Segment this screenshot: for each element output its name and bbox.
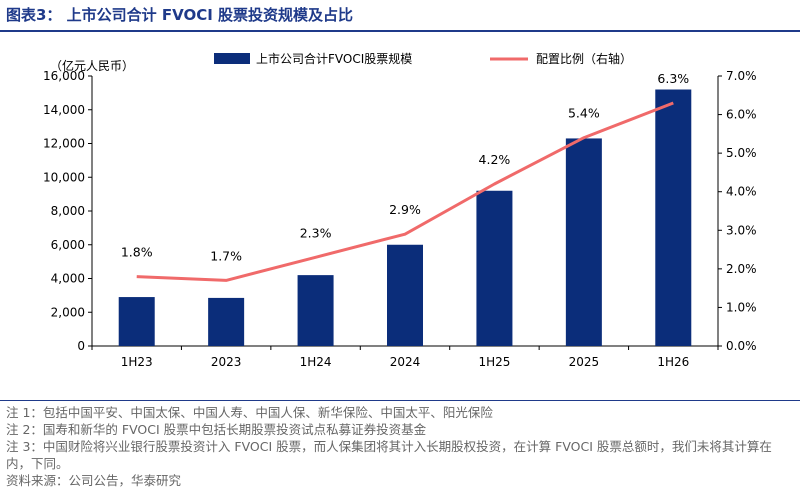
left-tick-label: 16,000: [43, 69, 85, 83]
bar: [297, 275, 334, 346]
note-3: 注 3：中国财险将兴业银行股票投资计入 FVOCI 股票，而人保集团将其计入长期…: [6, 439, 772, 471]
x-tick-label: 2024: [390, 355, 421, 369]
x-tick-label: 1H26: [657, 355, 689, 369]
ratio-data-label: 2.9%: [389, 202, 421, 217]
separator-line: [0, 400, 800, 401]
bar: [476, 190, 513, 346]
left-tick-label: 6,000: [51, 238, 85, 252]
left-axis-unit-label: （亿元人民币）: [50, 58, 134, 73]
note-2: 注 2：国寿和新华的 FVOCI 股票中包括长期股票投资试点私募证券投资基金: [6, 422, 427, 437]
right-tick-label: 5.0%: [726, 146, 757, 160]
combo-chart: 0 2,000 4,000 6,000 8,000 10,000 12,000 14,000 1…: [43, 51, 757, 369]
left-tick-label: 10,000: [43, 170, 85, 184]
bar: [565, 138, 602, 346]
left-tick-label: 8,000: [51, 204, 85, 218]
left-tick-label: 14,000: [43, 103, 85, 117]
left-tick-label: 4,000: [51, 272, 85, 286]
right-tick-label: 6.0%: [726, 108, 757, 122]
ratio-data-label: 2.3%: [300, 225, 332, 240]
left-tick-label: 2,000: [51, 305, 85, 319]
right-tick-label: 0.0%: [726, 339, 757, 353]
right-tick-label: 3.0%: [726, 223, 757, 237]
title-bar: 图表3： 上市公司合计 FVOCI 股票投资规模及占比: [0, 0, 800, 32]
note-1: 注 1：包括中国平安、中国太保、中国人寿、中国人保、新华保险、中国太平、阳光保险: [6, 405, 493, 420]
bar: [387, 244, 423, 346]
ratio-data-label: 1.8%: [121, 245, 153, 260]
legend-bar-label: 上市公司合计FVOCI股票规模: [256, 51, 412, 66]
x-tick-label: 1H24: [300, 355, 332, 369]
ratio-data-label: 6.3%: [657, 71, 689, 86]
legend-bar-swatch: [214, 53, 250, 64]
ratio-line: [136, 101, 674, 282]
ratio-data-label: 1.7%: [210, 248, 242, 263]
bar: [118, 297, 155, 346]
right-tick-label: 1.0%: [726, 300, 757, 314]
x-tick-label: 2025: [569, 355, 600, 369]
chart-title: 图表3： 上市公司合计 FVOCI 股票投资规模及占比: [6, 6, 354, 24]
right-tick-label: 7.0%: [726, 69, 757, 83]
x-tick-label: 1H25: [478, 355, 510, 369]
notes: 注 1：包括中国平安、中国太保、中国人寿、中国人保、新华保险、中国太平、阳光保险…: [6, 404, 796, 489]
ratio-data-label: 5.4%: [568, 106, 600, 121]
bar: [208, 297, 245, 346]
left-tick-label: 0: [77, 339, 85, 353]
x-tick-label: 2023: [211, 355, 242, 369]
ratio-data-label: 4.2%: [479, 152, 511, 167]
x-tick-label: 1H23: [121, 355, 153, 369]
bar: [655, 89, 692, 346]
legend-line-label: 配置比例（右轴）: [536, 51, 632, 66]
right-tick-label: 4.0%: [726, 185, 757, 199]
right-tick-label: 2.0%: [726, 262, 757, 276]
source-note: 资料来源：公司公告，华泰研究: [6, 473, 182, 488]
left-tick-label: 12,000: [43, 137, 85, 151]
